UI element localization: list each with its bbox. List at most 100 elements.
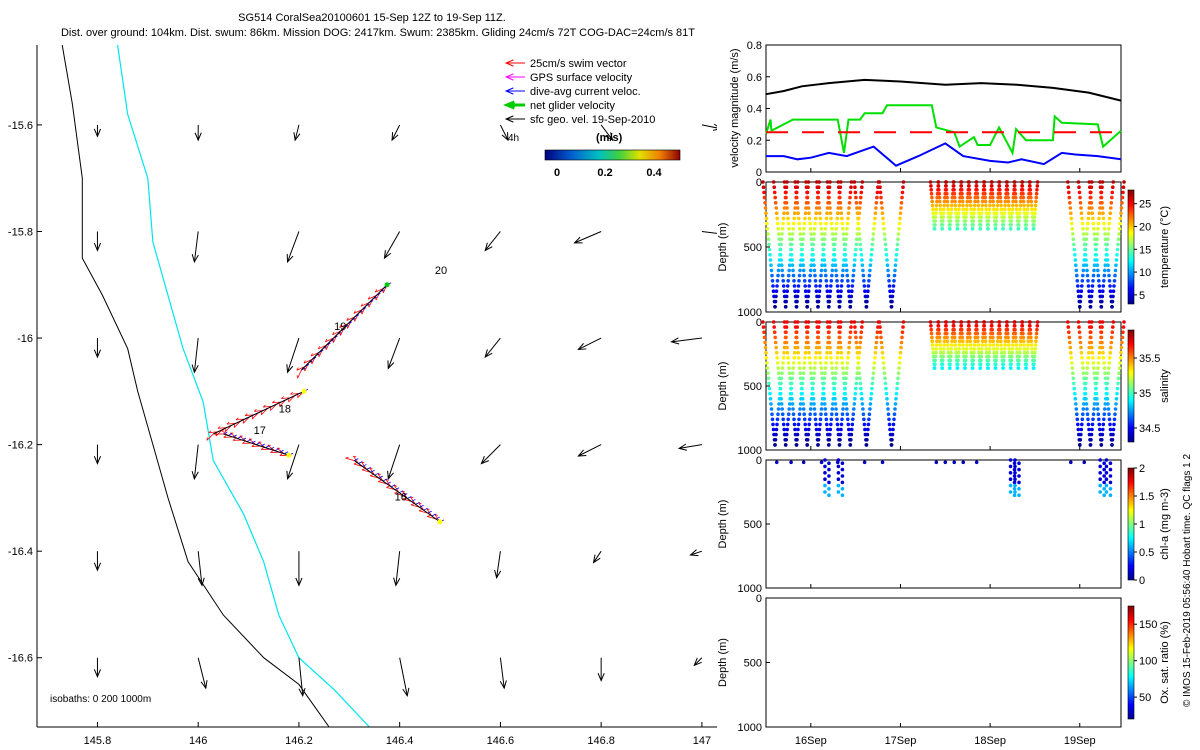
profile-point	[1076, 289, 1081, 294]
profile-point	[1089, 432, 1094, 437]
profile-point	[1108, 289, 1113, 294]
colorbar-tick-label: 25	[1139, 199, 1151, 211]
profile-point	[880, 206, 884, 210]
profile-point	[863, 289, 867, 294]
profile-point	[937, 191, 941, 196]
swim-vector-head	[346, 317, 349, 321]
profile-point	[867, 279, 871, 283]
profile-point	[991, 195, 995, 200]
profile-point	[957, 343, 962, 347]
profile-point	[886, 412, 891, 417]
profile-point	[862, 417, 866, 422]
profile-point	[1085, 232, 1089, 236]
profile-point	[1098, 490, 1102, 494]
profile-point	[971, 354, 976, 359]
profile-point	[1083, 253, 1088, 257]
profile-point	[1095, 371, 1100, 376]
profile-point	[841, 227, 845, 231]
profile-point	[861, 268, 865, 273]
profile-point	[895, 381, 900, 386]
profile-point	[1098, 464, 1102, 469]
profile-point	[900, 190, 905, 195]
profile-point	[940, 227, 944, 231]
profile-point	[769, 268, 774, 273]
geo-velocity-arrow-shaft	[391, 124, 401, 141]
profile-point	[934, 203, 939, 208]
profile-point	[814, 206, 819, 210]
profile-point	[778, 386, 782, 391]
dive-avg-current-vector	[366, 466, 371, 470]
dive-avg-current-vector	[403, 493, 408, 496]
geo-velocity-arrow-head	[93, 349, 102, 359]
profile-point	[806, 201, 810, 205]
profile-point	[803, 356, 807, 360]
profile-point	[1090, 180, 1094, 184]
profile-point	[808, 273, 812, 278]
profile-point	[839, 284, 844, 288]
profile-point	[1086, 216, 1091, 221]
profile-point	[951, 324, 956, 328]
profile-point	[773, 305, 777, 309]
profile-point	[1020, 180, 1024, 184]
speed-colorbar-tick: 0	[554, 167, 560, 179]
swim-vector-head	[374, 289, 378, 293]
profile-point	[800, 391, 804, 396]
profile-point	[1108, 211, 1113, 215]
profile-point	[803, 284, 807, 288]
profile-point	[877, 320, 882, 324]
profile-point	[827, 480, 831, 485]
profile-point	[857, 232, 862, 236]
profile-point	[967, 324, 971, 328]
profile-point	[998, 191, 1002, 196]
profile-point	[849, 180, 854, 184]
profile-point	[940, 223, 945, 227]
profile-point	[768, 253, 772, 257]
profile-point	[1068, 201, 1072, 205]
profile-point	[1007, 347, 1011, 351]
profile-point	[817, 345, 822, 350]
profile-point	[1006, 203, 1011, 208]
profile-point	[1087, 427, 1091, 432]
profile-point	[997, 180, 1001, 184]
profile-point	[1100, 345, 1105, 350]
geo-velocity-arrow	[677, 443, 702, 451]
geo-velocity-arrow	[191, 337, 199, 374]
velocity-y-tick-label: 0.2	[747, 135, 762, 147]
profile-point	[767, 386, 772, 391]
profile-point	[785, 350, 790, 355]
profile-point	[795, 201, 799, 205]
profile-point	[885, 258, 889, 262]
profile-point	[860, 402, 865, 406]
profile-point	[953, 339, 957, 344]
profile-point	[825, 206, 830, 210]
colorbar-label: chl-a (mg m-3)	[1159, 488, 1171, 560]
profile-point	[1098, 289, 1102, 294]
profile-point	[1103, 237, 1108, 241]
profile-point	[1008, 471, 1013, 475]
profile-point	[963, 366, 967, 370]
profile-point	[990, 324, 994, 328]
profile-point	[797, 273, 802, 278]
profile-point	[974, 324, 979, 328]
profile-point	[781, 417, 785, 422]
profile-point	[971, 358, 976, 363]
profile-point	[783, 190, 788, 195]
swim-vector-head	[235, 417, 239, 421]
profile-point	[836, 289, 840, 294]
profile-point	[938, 347, 943, 351]
profile-point	[984, 347, 988, 351]
profile-point	[979, 358, 983, 363]
profile-point	[785, 206, 789, 210]
profile-point	[1005, 324, 1009, 328]
profile-point	[881, 361, 886, 365]
profile-point	[1104, 242, 1108, 247]
profile-point	[944, 184, 948, 188]
profile-point	[776, 366, 780, 370]
profile-point	[774, 345, 778, 350]
profile-point	[790, 397, 794, 401]
velocity-y-tick-label: 0.8	[747, 40, 762, 52]
profile-point	[983, 331, 987, 336]
profile-point	[828, 211, 833, 215]
profile-point	[849, 294, 854, 299]
